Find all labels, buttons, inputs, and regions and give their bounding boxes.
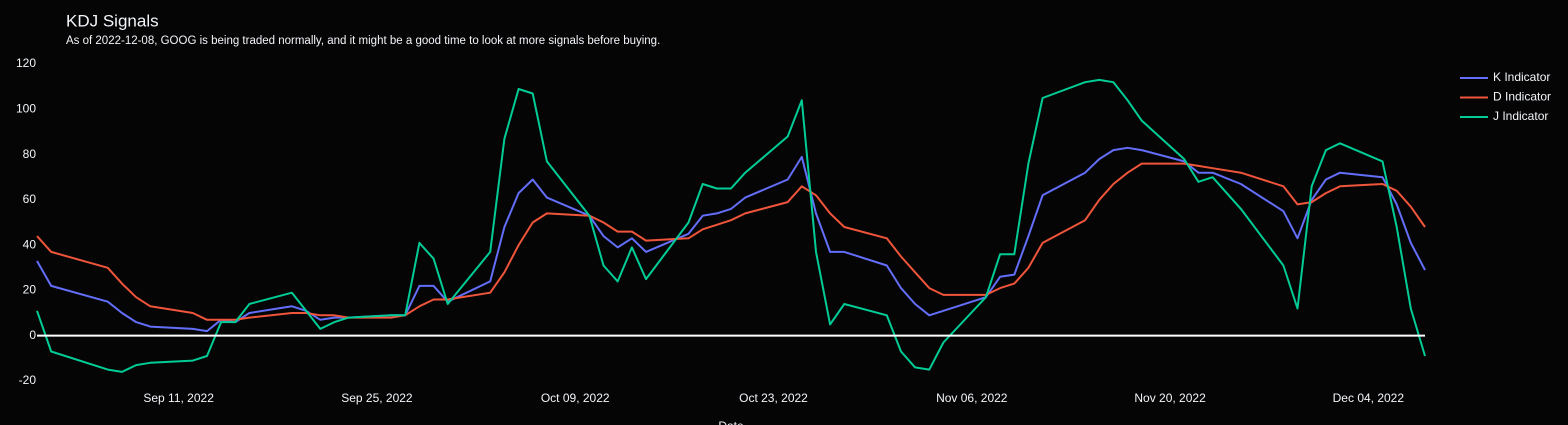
x-tick-label: Sep 25, 2022 — [341, 391, 413, 405]
y-tick-label: 120 — [16, 56, 36, 70]
y-tick-label: 20 — [23, 283, 37, 297]
y-tick-label: 0 — [29, 328, 36, 342]
x-tick-label: Nov 20, 2022 — [1134, 391, 1206, 405]
y-tick-label: 80 — [23, 147, 37, 161]
x-tick-label: Nov 06, 2022 — [936, 391, 1008, 405]
legend-label: K Indicator — [1493, 70, 1550, 84]
x-axis-title: Date — [718, 419, 744, 425]
y-tick-label: -20 — [19, 373, 37, 387]
line-series — [36, 162, 1426, 321]
line-series — [36, 78, 1426, 373]
y-tick-label: 40 — [23, 237, 37, 251]
legend-label: D Indicator — [1493, 90, 1551, 104]
x-tick-label: Sep 11, 2022 — [143, 391, 214, 405]
chart-title: KDJ Signals — [66, 11, 159, 30]
chart-subtitle: As of 2022-12-08, GOOG is being traded n… — [66, 35, 660, 47]
line-series — [36, 146, 1426, 333]
x-tick-label: Oct 09, 2022 — [541, 391, 610, 405]
x-tick-label: Oct 23, 2022 — [739, 391, 808, 405]
legend-label: J Indicator — [1493, 109, 1548, 123]
y-tick-label: 100 — [16, 101, 36, 115]
y-tick-label: 60 — [23, 192, 37, 206]
x-tick-label: Dec 04, 2022 — [1333, 391, 1405, 405]
